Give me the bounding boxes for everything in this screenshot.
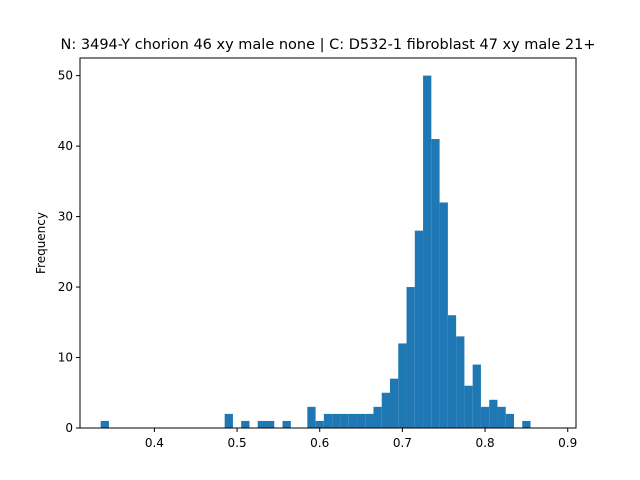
histogram-bar — [323, 413, 333, 428]
histogram-bar — [282, 420, 291, 428]
histogram-bar — [406, 287, 415, 428]
histogram-bar — [224, 413, 233, 428]
histogram-bar — [373, 406, 382, 428]
chart-title: N: 3494-Y chorion 46 xy male none | C: D… — [61, 37, 596, 53]
x-tick-label: 0.6 — [310, 436, 329, 450]
y-axis-label: Frequency — [34, 212, 48, 274]
histogram-bar — [348, 413, 357, 428]
x-axis: 0.4 0.5 0.6 0.7 0.8 0.9 — [145, 428, 577, 450]
histogram-bar — [332, 413, 341, 428]
histogram-bar — [340, 413, 349, 428]
histogram-bar — [100, 420, 109, 428]
x-tick-label: 0.4 — [145, 436, 164, 450]
histogram-bar — [257, 420, 266, 428]
histogram-bar — [414, 230, 424, 428]
histogram-bar — [447, 315, 457, 428]
histogram-bar — [480, 406, 490, 428]
histogram-bar — [381, 392, 390, 428]
bars-group — [100, 75, 531, 429]
histogram-bar — [522, 420, 531, 428]
y-tick-label: 30 — [58, 210, 73, 224]
histogram-bar — [266, 420, 275, 428]
histogram-bar — [307, 406, 316, 428]
histogram-bar — [390, 378, 399, 428]
x-tick-label: 0.9 — [558, 436, 577, 450]
histogram-bar — [398, 343, 407, 428]
y-tick-label: 50 — [58, 69, 73, 83]
histogram-bar — [431, 139, 440, 429]
histogram-bar — [497, 406, 506, 428]
y-tick-label: 10 — [58, 351, 73, 365]
y-tick-label: 40 — [58, 139, 73, 153]
y-axis: 0 10 20 30 40 50 — [58, 69, 80, 435]
x-tick-label: 0.7 — [393, 436, 412, 450]
histogram-bar — [439, 202, 448, 428]
histogram-bar — [505, 413, 514, 428]
histogram-bar — [456, 336, 465, 428]
histogram-bar — [423, 75, 432, 428]
histogram-bar — [315, 420, 324, 428]
x-tick-label: 0.5 — [228, 436, 247, 450]
y-tick-label: 20 — [58, 280, 73, 294]
histogram-bar — [489, 399, 498, 428]
plot-frame — [79, 57, 577, 429]
histogram-bar — [241, 420, 250, 428]
histogram-bar — [464, 385, 473, 428]
histogram-bar — [472, 364, 481, 428]
histogram-bar — [356, 413, 366, 428]
histogram-bar — [365, 413, 374, 428]
x-tick-label: 0.8 — [476, 436, 495, 450]
y-tick-label: 0 — [65, 421, 73, 435]
